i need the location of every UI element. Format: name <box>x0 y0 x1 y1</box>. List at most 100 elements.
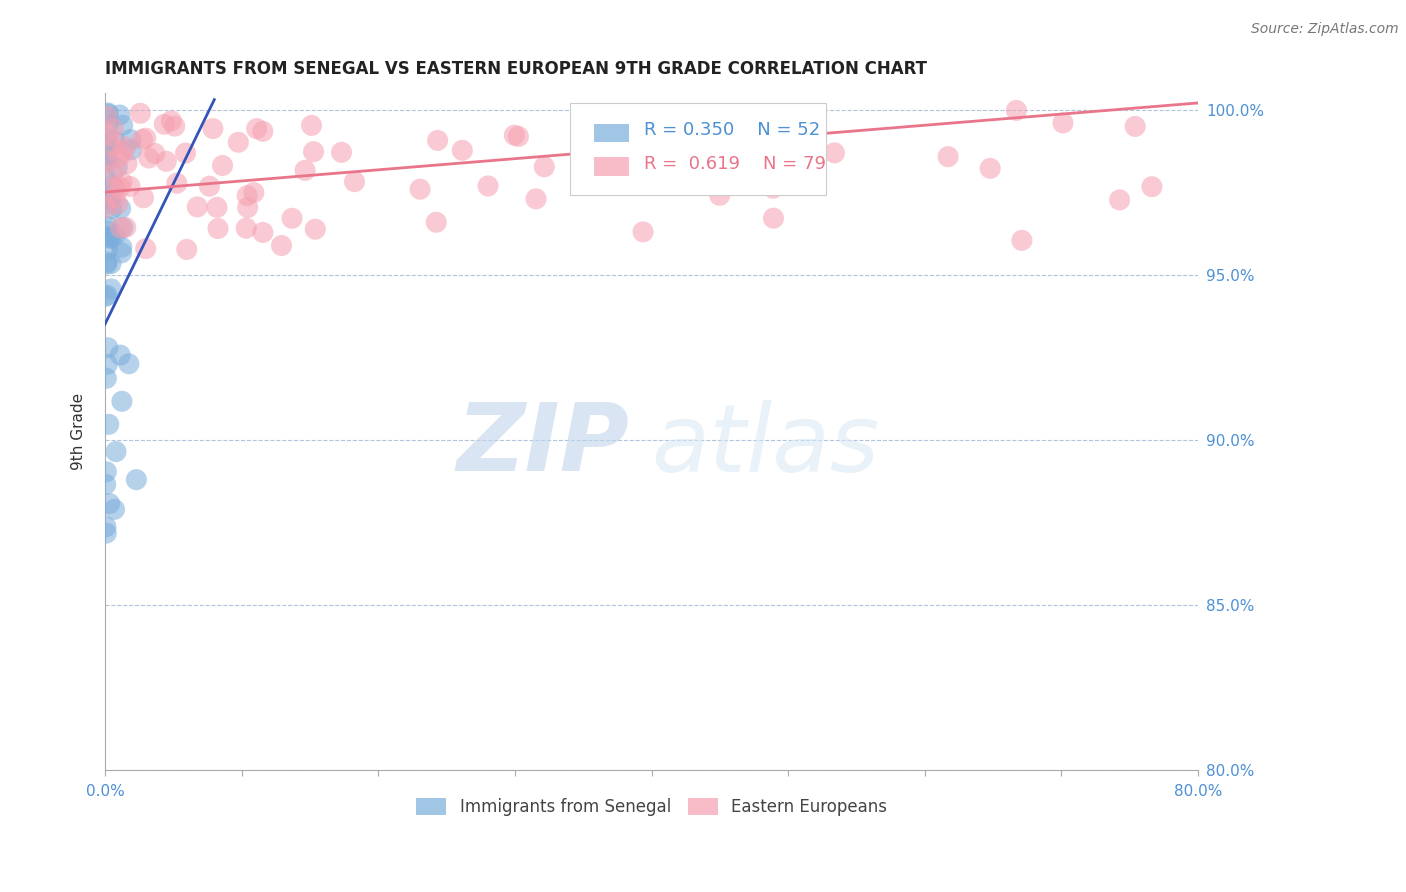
Point <box>118 357 141 371</box>
Point <box>111 240 134 254</box>
Point <box>111 175 134 189</box>
Point <box>96 371 118 385</box>
Point <box>120 133 142 147</box>
Point <box>98 154 121 169</box>
Point <box>94 188 117 202</box>
Point <box>97 417 120 432</box>
Point <box>281 211 304 226</box>
Point <box>100 231 122 245</box>
Point <box>409 182 432 196</box>
Point <box>97 219 120 233</box>
Point <box>94 154 117 169</box>
Point <box>98 231 121 245</box>
Point <box>97 118 120 132</box>
Bar <box>593 123 628 143</box>
Point <box>110 245 132 260</box>
Point <box>96 109 118 123</box>
Point <box>330 145 353 160</box>
Point <box>343 175 366 189</box>
Point <box>425 215 447 229</box>
Point <box>163 119 186 133</box>
Point <box>97 229 120 244</box>
Legend: Immigrants from Senegal, Eastern Europeans: Immigrants from Senegal, Eastern Europea… <box>409 791 894 822</box>
Y-axis label: 9th Grade: 9th Grade <box>72 393 86 470</box>
Point <box>101 121 124 136</box>
Point <box>302 145 325 159</box>
Point <box>270 238 292 252</box>
Point <box>823 145 845 160</box>
Point <box>96 526 118 541</box>
Point <box>1140 179 1163 194</box>
Point <box>101 178 124 193</box>
Point <box>160 113 183 128</box>
Text: R =  0.619    N = 79: R = 0.619 N = 79 <box>644 155 825 173</box>
Point <box>110 348 132 362</box>
Point <box>110 202 132 216</box>
Point <box>174 146 197 161</box>
Point <box>96 200 118 214</box>
Bar <box>593 157 628 177</box>
Point <box>631 225 654 239</box>
Text: Source: ZipAtlas.com: Source: ZipAtlas.com <box>1251 22 1399 37</box>
Point <box>94 171 117 186</box>
Point <box>111 220 134 235</box>
Text: IMMIGRANTS FROM SENEGAL VS EASTERN EUROPEAN 9TH GRADE CORRELATION CHART: IMMIGRANTS FROM SENEGAL VS EASTERN EUROP… <box>105 60 927 78</box>
Point <box>201 121 224 136</box>
Point <box>125 473 148 487</box>
Point <box>98 496 121 510</box>
Point <box>114 220 136 235</box>
Point <box>100 282 122 296</box>
Point <box>104 228 127 243</box>
Point <box>211 159 233 173</box>
Point <box>104 444 127 458</box>
Point <box>503 128 526 143</box>
Point <box>115 140 138 154</box>
Point <box>451 143 474 157</box>
Point <box>104 134 127 148</box>
Point <box>131 132 153 146</box>
Point <box>108 108 131 122</box>
Point <box>176 243 198 257</box>
Point <box>246 121 269 136</box>
Point <box>686 122 709 136</box>
Point <box>226 135 249 149</box>
Point <box>94 519 117 533</box>
Point <box>105 161 128 175</box>
Point <box>143 146 166 161</box>
Point <box>709 188 731 202</box>
Point <box>115 156 138 170</box>
Point <box>477 179 499 194</box>
Point <box>100 202 122 216</box>
Point <box>96 242 118 256</box>
Point <box>207 221 229 235</box>
Point <box>426 133 449 147</box>
Point <box>103 502 125 516</box>
Point <box>301 119 323 133</box>
Point <box>96 255 118 269</box>
FancyBboxPatch shape <box>569 103 827 194</box>
Point <box>103 138 125 153</box>
Point <box>243 186 266 200</box>
Point <box>304 222 326 236</box>
Point <box>533 160 555 174</box>
Point <box>135 242 157 256</box>
Point <box>96 131 118 145</box>
Point <box>97 341 120 355</box>
Point <box>936 150 959 164</box>
Point <box>96 257 118 271</box>
Point <box>97 107 120 121</box>
Point <box>762 211 785 226</box>
Point <box>166 176 188 190</box>
Point <box>98 193 121 207</box>
Text: ZIP: ZIP <box>457 399 630 491</box>
Text: R = 0.350    N = 52: R = 0.350 N = 52 <box>644 121 820 139</box>
Point <box>96 357 118 371</box>
Point <box>97 196 120 211</box>
Point <box>1052 116 1074 130</box>
Point <box>107 197 129 211</box>
Point <box>120 143 142 157</box>
Text: atlas: atlas <box>651 400 880 491</box>
Point <box>236 188 259 202</box>
Point <box>294 163 316 178</box>
Point <box>153 117 176 131</box>
